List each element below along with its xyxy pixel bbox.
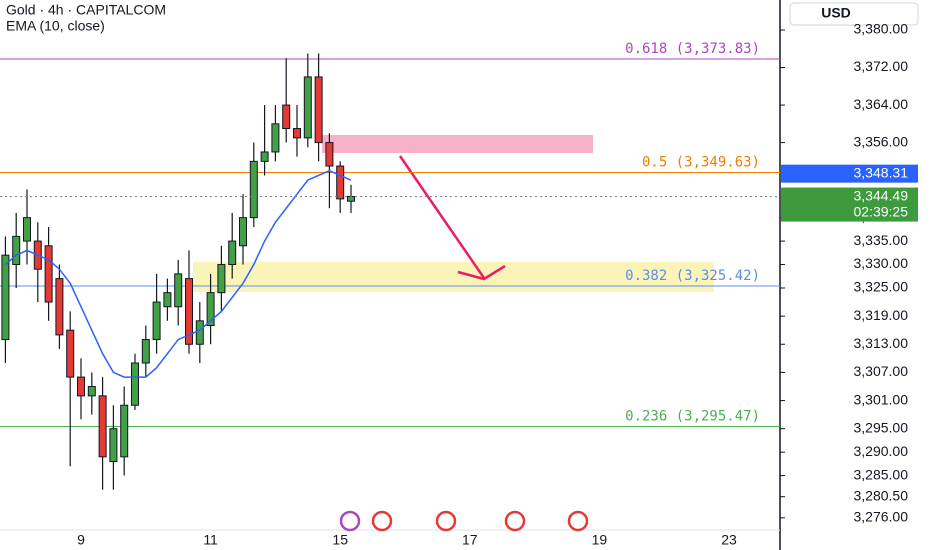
- y-tick-label: 3,307.00: [854, 363, 909, 379]
- x-tick-label: 17: [462, 532, 478, 548]
- x-tick-label: 9: [77, 532, 85, 548]
- price-tag: [781, 164, 918, 183]
- target-zone: [193, 262, 714, 292]
- y-tick-label: 3,356.00: [854, 133, 909, 149]
- candle-body: [217, 264, 226, 294]
- candle-body: [260, 151, 269, 162]
- chart-title: Gold · 4h · CAPITALCOM: [6, 2, 166, 18]
- candle-body: [293, 128, 301, 139]
- ema-line: [4, 169, 352, 378]
- candle-body: [303, 76, 312, 139]
- y-tick-label: 3,280.50: [854, 487, 909, 503]
- candle-body: [163, 292, 172, 308]
- supply-zone: [322, 135, 593, 153]
- x-tick-label: 23: [721, 532, 737, 548]
- candle-body: [87, 385, 96, 397]
- candle-body: [1, 254, 10, 341]
- y-tick-label: 3,285.00: [854, 466, 909, 482]
- candle-body: [336, 165, 345, 200]
- candle-body: [66, 329, 75, 378]
- y-tick-label: 3,330.00: [854, 255, 909, 271]
- candle-body: [44, 245, 53, 303]
- candle-body: [55, 278, 64, 336]
- candle-body: [120, 404, 129, 458]
- candle-body: [314, 76, 323, 144]
- candle-body: [12, 235, 21, 266]
- x-tick-label: 19: [592, 532, 608, 548]
- y-tick-label: 3,335.00: [854, 232, 909, 248]
- event-icons: [339, 510, 589, 532]
- candle-body: [271, 123, 280, 153]
- y-tick-label: 3,325.00: [854, 279, 909, 295]
- price-tag-label: 3,348.31: [854, 164, 909, 180]
- fib-label: 0.618 (3,373.83): [625, 41, 760, 57]
- y-tick-label: 3,364.00: [854, 96, 909, 112]
- candle-body: [77, 376, 85, 397]
- candle-body: [131, 362, 139, 406]
- arrow: [398, 155, 506, 281]
- countdown-label: 02:39:25: [854, 203, 909, 219]
- candle-body: [98, 395, 107, 458]
- candle-body: [195, 320, 204, 345]
- price-tag: [781, 187, 918, 222]
- candle-body: [347, 196, 355, 202]
- currency-label[interactable]: USD: [821, 5, 851, 21]
- y-tick-label: 3,301.00: [854, 391, 909, 407]
- candle-body: [152, 301, 161, 341]
- candle-body: [23, 217, 31, 242]
- candle-body: [325, 142, 334, 167]
- candle-body: [185, 278, 193, 345]
- y-tick-label: 3,313.00: [854, 335, 909, 351]
- y-tick-label: 3,276.00: [854, 509, 909, 525]
- candle-body: [109, 428, 118, 463]
- y-tick-label: 3,372.00: [854, 58, 909, 74]
- indicator-legend: EMA (10, close): [6, 18, 105, 34]
- y-tick-label: 3,380.00: [854, 21, 909, 37]
- y-tick-label: 3,319.00: [854, 307, 909, 323]
- y-tick-label: 3,290.00: [854, 443, 909, 459]
- candle-body: [206, 292, 215, 327]
- fib-label: 0.382 (3,325.42): [625, 268, 760, 284]
- candle-body: [228, 240, 237, 266]
- x-tick-label: 15: [332, 532, 348, 548]
- fib-label: 0.5 (3,349.63): [642, 154, 760, 170]
- fib-label: 0.236 (3,295.47): [625, 408, 760, 424]
- x-tick-label: 11: [203, 532, 218, 548]
- candle-body: [141, 339, 150, 364]
- price-tag-label: 3,344.49: [854, 187, 909, 203]
- candle-body: [239, 217, 247, 247]
- candle-body: [174, 273, 183, 308]
- currency-box[interactable]: [789, 2, 919, 26]
- candle-body: [282, 104, 291, 130]
- y-tick-label: 3,295.00: [854, 419, 909, 435]
- candle-body: [249, 160, 258, 219]
